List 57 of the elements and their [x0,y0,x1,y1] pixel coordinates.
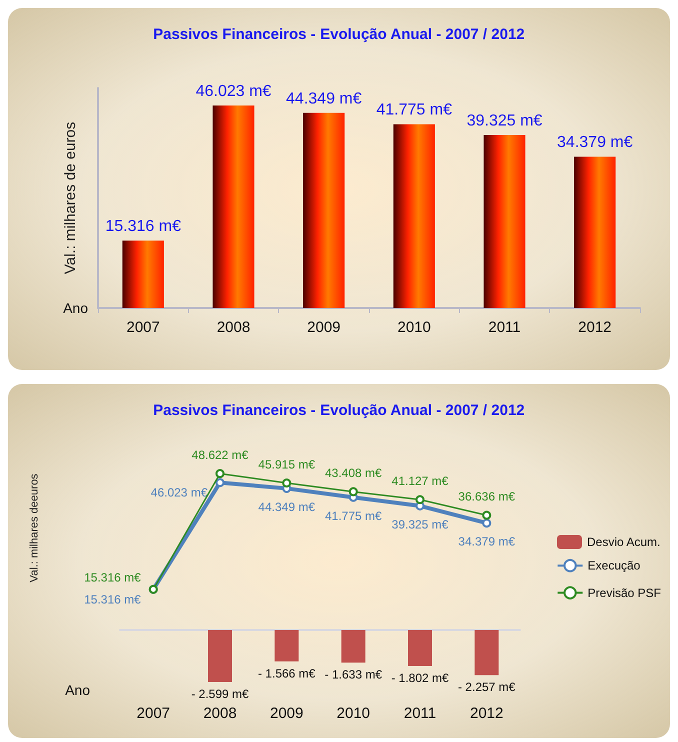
x-tick-label: 2011 [404,705,436,722]
x-tick-label: 2010 [397,319,431,336]
data-label: 48.622 m€ [192,448,249,462]
legend-label: Previsão PSF [588,586,661,600]
chart-title: Passivos Financeiros - Evolução Anual - 2007 / 2012 [153,402,525,419]
point [416,495,424,504]
x-tick-label: 2009 [307,319,341,336]
data-label: 39.325 m€ [392,517,449,532]
data-label: - 1.802 m€ [391,671,449,686]
bar [484,134,526,308]
point [282,478,292,488]
x-tick-label: 2012 [578,319,612,336]
point [216,478,224,488]
bar [574,156,616,308]
chart-title: Passivos Financeiros - Evolução Anual - 2007 / 2012 [153,26,525,43]
data-label: 41.127 m€ [392,474,449,488]
data-label: 44.349 m€ [258,500,316,514]
data-label: - 2.257 m€ [458,680,516,694]
bar [393,124,435,308]
data-label: 41.775 m€ [376,102,452,119]
data-label: 39.325 m€ [466,112,542,130]
legend-label: Desvio Acum. [586,535,660,549]
data-label: 34.379 m€ [458,534,516,549]
x-tick-label: 2010 [336,705,370,722]
point [482,518,492,528]
x-axis-title: Ano [65,682,90,698]
bar [303,112,345,308]
data-label: 43.408 m€ [324,466,382,480]
x-tick-label: 2007 [126,319,160,336]
point [348,487,358,496]
y-axis-title: Val.: milhares deeuros [28,473,40,582]
x-tick-label: 2011 [488,319,521,336]
x-tick-label: 2008 [203,705,237,722]
data-label: - 1.633 m€ [324,668,382,682]
data-label: 46.023 m€ [150,486,208,500]
data-label: 36.636 m€ [458,490,516,504]
data-label: - 2.599 m€ [191,686,249,701]
legend-label: Execução [588,558,641,573]
point [216,469,224,478]
bar [212,106,254,308]
data-label: 44.349 m€ [286,90,362,108]
data-label: 41.775 m€ [324,508,382,523]
point [482,510,492,520]
data-label: 15.316 m€ [105,218,182,236]
x-tick-label: 2009 [270,705,304,722]
data-label: 15.316 m€ [84,570,142,584]
y-axis-title: Val.: milhares de euros [62,122,79,274]
x-axis-title: Ano [63,300,88,316]
data-label: 45.915 m€ [258,457,316,472]
data-label: - 1.566 m€ [258,666,316,680]
x-tick-label: 2007 [136,705,170,722]
data-label: 34.379 m€ [557,134,633,152]
data-label: 15.316 m€ [84,592,142,606]
x-tick-label: 2008 [216,319,250,336]
data-label: 46.023 m€ [196,83,272,100]
bar [122,240,164,308]
x-tick-label: 2012 [470,705,504,722]
